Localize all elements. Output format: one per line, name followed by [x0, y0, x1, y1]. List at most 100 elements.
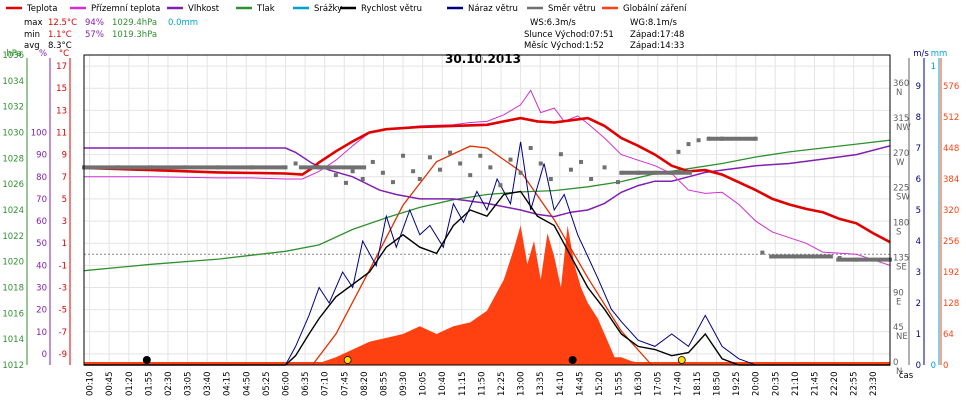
x-tick-label: 19:25 [732, 372, 742, 397]
wind-direction-point [579, 159, 584, 164]
tick-dir-deg: 45 [893, 323, 904, 333]
wind-direction-point [528, 146, 533, 150]
wind-direction-point [417, 177, 422, 181]
series-radiation-theoretical [311, 145, 653, 366]
tick-hum: 0 [42, 350, 47, 360]
wind-direction-point [548, 177, 553, 181]
tick-hpa: 1024 [2, 206, 24, 216]
tick-temp: -9 [59, 350, 67, 360]
tick-temp: 17 [56, 62, 67, 72]
stats-max-press: 1029.4hPa [112, 18, 157, 28]
tick-temp: 13 [56, 106, 67, 116]
x-axis-label: čas [899, 370, 914, 381]
tick-dir-label: S [896, 228, 901, 238]
wind-direction-point [518, 170, 523, 175]
legend-label-srazky: Srážky [314, 4, 342, 14]
tick-temp: 9 [62, 151, 67, 161]
tick-rad: 512 [943, 113, 959, 123]
tick-ms: 1 [916, 330, 921, 340]
tick-ms: 9 [916, 82, 921, 92]
x-tick-label: 02:30 [164, 372, 174, 397]
tick-hpa: 1018 [2, 284, 24, 294]
plot-grid: 00:10 00:45 01:20 01:55 02:30 03:05 03:40 04:15… [84, 55, 890, 396]
wind-direction-point [676, 149, 681, 154]
legend-label-teplota: Teplota [26, 4, 57, 14]
x-tick-label: 08:20 [360, 372, 370, 397]
tick-rad: 256 [943, 237, 959, 247]
wind-direction-point [360, 177, 365, 181]
stats-min-label: min [24, 30, 40, 40]
tick-temp: 7 [62, 173, 67, 183]
axis-unit-temp: °C [59, 49, 69, 59]
wind-direction-point [508, 157, 513, 162]
x-tick-label: 10:05 [419, 372, 429, 397]
plot-area [82, 89, 892, 366]
wind-direction-point [478, 153, 483, 158]
tick-hum: 20 [36, 306, 47, 316]
sunrise-marker [343, 356, 352, 364]
wind-direction-point [437, 167, 442, 172]
tick-dir-label: N [896, 88, 902, 98]
legend-label-rychlost-vetru: Rychlost větru [361, 4, 422, 14]
x-tick-label: 13:35 [536, 372, 546, 397]
x-tick-label: 21:45 [810, 372, 820, 397]
tick-rad: 64 [943, 330, 954, 340]
tick-hpa: 1030 [2, 129, 24, 139]
tick-hpa: 1028 [2, 154, 24, 164]
tick-dir-label: SW [896, 193, 910, 203]
x-tick-label: 08:55 [379, 372, 389, 397]
tick-rad: 320 [943, 206, 959, 216]
x-tick-label: 07:10 [321, 372, 331, 397]
x-tick-label: 20:35 [771, 372, 781, 397]
wind-direction-point [602, 165, 607, 170]
x-tick-label: 11:50 [477, 372, 487, 397]
x-tick-label: 18:50 [712, 372, 722, 397]
wind-direction-point [498, 183, 503, 188]
series-teplota [83, 116, 891, 244]
tick-hum: 90 [36, 151, 47, 161]
wind-direction-point [615, 180, 620, 185]
x-tick-label: 18:15 [693, 372, 703, 397]
stats-avg-temp: 8.3°C [48, 41, 72, 51]
tick-rad: 576 [943, 82, 959, 92]
tick-hum: 30 [36, 284, 47, 294]
wind-direction-point [293, 161, 298, 166]
tick-hpa: 1026 [2, 180, 24, 190]
tick-ms: 7 [916, 144, 921, 154]
x-tick-label: 10:40 [438, 372, 448, 397]
stats-avg-label: avg [24, 41, 40, 51]
x-tick-label: 05:25 [262, 372, 272, 397]
wind-direction-point [401, 153, 406, 158]
tick-temp: -3 [59, 284, 67, 294]
x-tick-label: 14:10 [556, 372, 566, 397]
axis-unit-mm: mm [931, 49, 948, 59]
tick-temp: 3 [62, 217, 67, 227]
legend-label-tlak: Tlak [256, 4, 275, 14]
plot-frame [83, 54, 891, 366]
wind-direction-point [686, 142, 691, 147]
tick-temp: 11 [56, 129, 67, 139]
wind-direction-point [696, 138, 701, 143]
x-tick-label: 03:05 [184, 372, 194, 397]
tick-rad: 448 [943, 144, 959, 154]
x-tick-label: 22:55 [850, 372, 860, 397]
tick-ms: 6 [916, 175, 921, 185]
tick-ms: 2 [916, 299, 921, 309]
chart-title: 30.10.2013 [445, 52, 521, 66]
moonset-marker [568, 356, 577, 364]
x-tick-label: 16:30 [634, 372, 644, 397]
info-sunrise: Slunce Východ:07:51 [524, 30, 614, 40]
tick-temp: -5 [59, 306, 67, 316]
series-rychlost-vetru [84, 190, 890, 366]
info-moonrise: Měsíc Východ:1:52 [524, 41, 604, 51]
tick-dir-label: W [896, 158, 905, 168]
tick-dir-deg: 180 [893, 219, 909, 229]
tick-temp: 5 [62, 195, 67, 205]
tick-dir-deg: 360 [893, 79, 909, 89]
tick-temp: -1 [59, 261, 67, 271]
x-tick-label: 06:00 [282, 372, 292, 397]
tick-hum: 40 [36, 261, 47, 271]
tick-hum: 10 [36, 328, 47, 338]
